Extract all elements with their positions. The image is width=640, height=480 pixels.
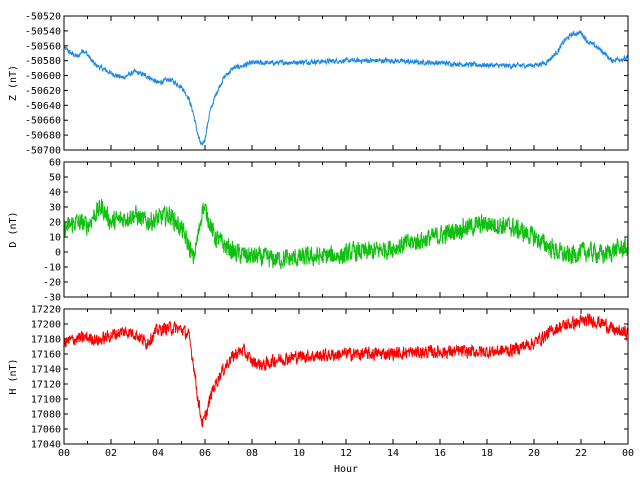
series-trace	[64, 313, 628, 428]
y-tick-label: 50	[49, 173, 61, 184]
x-tick-label: 20	[528, 448, 540, 459]
x-tick-label: 18	[481, 448, 493, 459]
y-tick-label: 17220	[31, 305, 61, 316]
y-axis-label: D (nT)	[8, 211, 19, 247]
plot-frame	[63, 15, 629, 151]
y-tick-label: 17040	[31, 440, 61, 451]
y-tick-label: -30	[43, 293, 61, 304]
y-tick-label: 17080	[31, 410, 61, 421]
y-tick-label: -20	[43, 278, 61, 289]
x-tick-label: 04	[152, 448, 164, 459]
panel-0: -50520 -50540 -50560 -50580 -50600 -50620 -506…	[8, 12, 629, 157]
y-tick-label: 0	[55, 248, 61, 259]
x-axis-label: Hour	[334, 464, 358, 475]
plot-frame	[63, 161, 629, 298]
y-tick-label: 17100	[31, 395, 61, 406]
panel-1: 60 50 40 30 20 10 0 -10 -20 -30 D (nT)	[8, 158, 629, 304]
x-tick-label: 08	[246, 448, 258, 459]
panel-2: 17220 17200 17180 17160 17140 17120 17100 17080…	[8, 305, 634, 476]
y-tick-label: 60	[49, 158, 61, 169]
y-tick-label: -50520	[25, 12, 61, 23]
y-tick-label: -10	[43, 263, 61, 274]
x-tick-label: 12	[340, 448, 352, 459]
y-tick-label: 20	[49, 218, 61, 229]
y-tick-label: -50640	[25, 101, 61, 112]
y-tick-label: -50540	[25, 26, 61, 37]
y-tick-label: -50680	[25, 131, 61, 142]
x-tick-label: 00	[58, 448, 70, 459]
y-tick-label: -50580	[25, 56, 61, 67]
x-tick-label: 06	[199, 448, 211, 459]
x-tick-label: 00	[622, 448, 634, 459]
x-tick-label: 10	[293, 448, 305, 459]
y-tick-label: 40	[49, 188, 61, 199]
x-tick-label: 16	[434, 448, 446, 459]
y-tick-label: -50660	[25, 116, 61, 127]
y-tick-label: -50620	[25, 86, 61, 97]
series-trace	[64, 198, 628, 270]
y-tick-label: 17140	[31, 365, 61, 376]
y-tick-label: 30	[49, 203, 61, 214]
x-tick-label: 22	[575, 448, 587, 459]
plot-frame	[63, 308, 629, 445]
y-tick-label: -50600	[25, 71, 61, 82]
y-tick-label: -50700	[25, 146, 61, 157]
y-tick-label: -50560	[25, 41, 61, 52]
y-tick-label: 17200	[31, 320, 61, 331]
x-tick-label: 02	[105, 448, 117, 459]
y-tick-label: 17060	[31, 425, 61, 436]
y-tick-label: 10	[49, 233, 61, 244]
y-tick-label: 17120	[31, 380, 61, 391]
series-trace	[64, 30, 628, 146]
y-tick-label: 17180	[31, 335, 61, 346]
y-axis-label: Z (nT)	[8, 65, 19, 101]
x-tick-label: 14	[387, 448, 399, 459]
y-tick-label: 17160	[31, 350, 61, 361]
y-axis-label: H (nT)	[8, 358, 19, 394]
